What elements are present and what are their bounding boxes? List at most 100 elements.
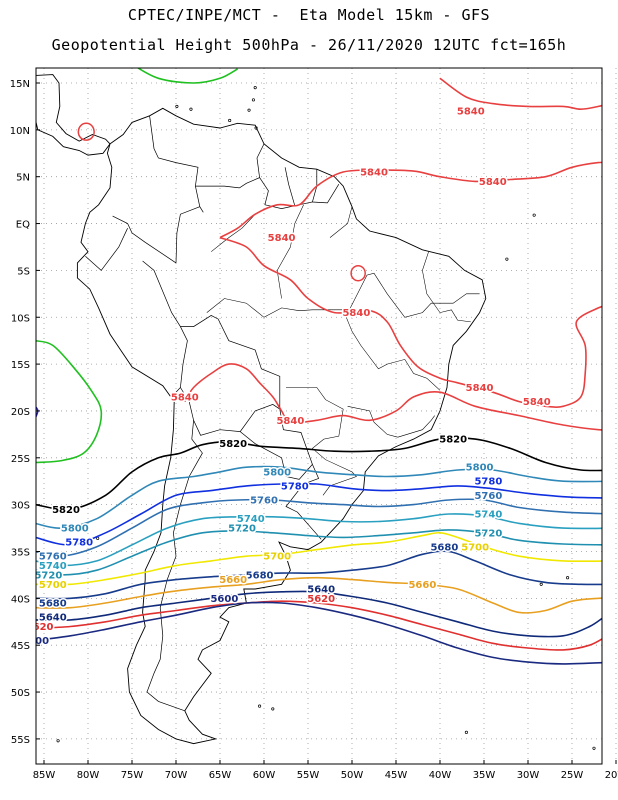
- island: [251, 98, 255, 102]
- island: [228, 118, 232, 123]
- contour-5740: [36, 513, 602, 567]
- country-border: [195, 143, 265, 189]
- lat-tick-label: 5N: [16, 173, 30, 184]
- contour-label: 5740: [474, 510, 502, 521]
- lon-tick-label: 20W: [605, 770, 618, 781]
- lon-tick-label: 70W: [165, 770, 188, 781]
- contour-5700: [36, 531, 602, 586]
- contour-label: 5620: [307, 594, 335, 605]
- island: [175, 104, 179, 108]
- contour-label: 5760: [250, 495, 278, 506]
- contour-5860: [136, 68, 239, 84]
- state-border: [286, 387, 357, 496]
- plot-frame: [35, 67, 603, 765]
- state-border: [211, 214, 256, 252]
- contour-label: 5740: [237, 514, 265, 525]
- contour-label: 5700: [263, 552, 291, 563]
- contour-label: 5640: [307, 584, 335, 595]
- lon-tick-label: 45W: [385, 770, 408, 781]
- contour-label: 5680: [39, 599, 67, 610]
- contour-5640: [36, 590, 602, 638]
- contour-5860: [36, 340, 103, 464]
- contour-label: 5660: [408, 580, 436, 591]
- coastline: [201, 50, 215, 54]
- country-border: [85, 228, 128, 271]
- country-border: [112, 215, 177, 264]
- contour-label: 5740: [39, 561, 67, 572]
- contour-label: 5840: [171, 392, 199, 403]
- contour-lines: [36, 68, 602, 665]
- contour-5760: [36, 498, 602, 558]
- contour-5800: [36, 465, 602, 529]
- lat-tick-label: 50S: [11, 688, 30, 699]
- country-border: [146, 420, 203, 712]
- lat-tick-label: 25S: [11, 454, 30, 465]
- contour-label: 5760: [474, 491, 502, 502]
- contour-labels: 5840 5840 5840 5840 5840 5840 5840 5840 5840 5820…: [26, 105, 552, 648]
- island: [532, 213, 536, 217]
- island: [505, 257, 509, 261]
- lon-tick-label: 35W: [473, 770, 496, 781]
- lat-tick-label: 40S: [11, 594, 30, 605]
- lat-tick-label: 35S: [11, 548, 30, 559]
- contour-label: 5720: [474, 528, 502, 539]
- title-line-2: Geopotential Height 500hPa - 26/11/2020 …: [51, 36, 567, 54]
- country-border: [312, 184, 340, 204]
- contour-small-loop: [350, 264, 366, 282]
- lat-tick-label: 10S: [11, 313, 30, 324]
- island: [189, 107, 193, 111]
- lat-tick-label: 5S: [17, 266, 30, 277]
- contour-5720: [36, 529, 602, 576]
- state-border: [397, 415, 435, 438]
- contour-label: 5800: [466, 463, 494, 474]
- state-border: [206, 298, 265, 318]
- lon-tick-label: 50W: [341, 770, 364, 781]
- island: [271, 707, 275, 711]
- island: [258, 704, 262, 708]
- lat-tick-label: 15S: [11, 360, 30, 371]
- country-border: [142, 260, 188, 396]
- contour-5840: [439, 77, 602, 111]
- state-border: [329, 206, 353, 238]
- island: [566, 576, 570, 580]
- lon-tick-label: 75W: [121, 770, 144, 781]
- contour-5680: [36, 550, 602, 600]
- contour-label: 5640: [39, 613, 67, 624]
- title-line-1: CPTEC/INPE/MCT - Eta Model 15km - GFS: [127, 6, 491, 24]
- contour-5840: [219, 161, 602, 239]
- contour-5600: [36, 601, 602, 665]
- latitude-axis: 15N 10N 5N EQ 5S 10S 15S 20S 25S 30S 35S 40S 45S 50S 5…: [10, 79, 40, 746]
- coastline: [110, 37, 189, 57]
- state-border: [263, 307, 441, 391]
- contour-label: 5840: [360, 168, 388, 179]
- lat-tick-label: 30S: [11, 501, 30, 512]
- lon-tick-label: 60W: [253, 770, 276, 781]
- contour-label: 5820: [219, 439, 247, 450]
- lat-tick-label: 55S: [11, 735, 30, 746]
- contour-label: 5820: [52, 505, 80, 516]
- contour-label: 5840: [479, 177, 507, 188]
- contour-5660: [36, 576, 602, 614]
- contour-label: 5840: [523, 397, 551, 408]
- contour-5820: [36, 437, 602, 511]
- contour-small-loop: [77, 122, 95, 141]
- island: [539, 582, 543, 586]
- country-border: [175, 206, 200, 263]
- contour-label: 5720: [34, 570, 62, 581]
- state-border: [422, 251, 471, 323]
- contour-label: 5680: [430, 542, 458, 553]
- contour-label: 5840: [276, 416, 304, 427]
- country-border: [180, 387, 280, 436]
- contour-label: 5780: [65, 538, 93, 549]
- longitude-axis: 85W 80W 75W 70W 65W 60W 55W 50W 45W 40W 35W 30W 25W 2…: [33, 760, 618, 781]
- lon-tick-label: 40W: [429, 770, 452, 781]
- contour-5620: [36, 600, 602, 651]
- island: [253, 86, 257, 90]
- contour-label: 5720: [228, 524, 256, 535]
- contour-label: 5620: [26, 622, 54, 633]
- island: [247, 108, 251, 112]
- contour-label: 5840: [466, 383, 494, 394]
- state-border: [347, 406, 398, 438]
- lon-tick-label: 85W: [33, 770, 56, 781]
